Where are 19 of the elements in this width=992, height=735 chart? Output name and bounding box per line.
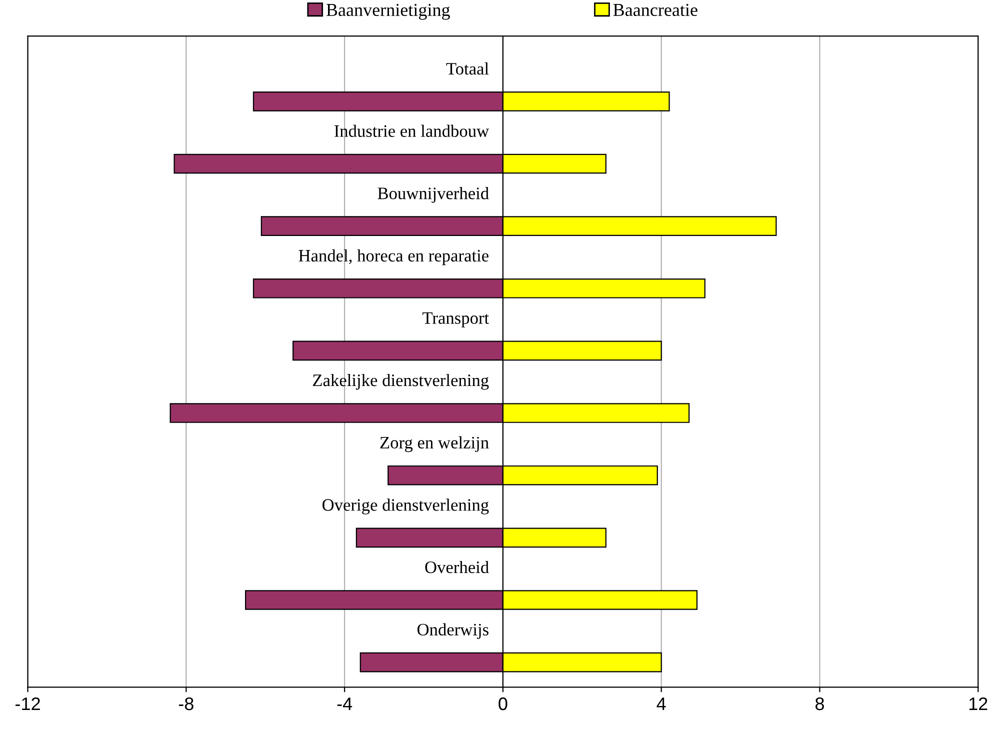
y-tick-label: Transport — [422, 312, 489, 328]
y-tick-label: Overheid — [425, 560, 489, 574]
x-tick-label: -4 — [337, 698, 352, 710]
y-tick-label: Industrie en landbouw — [334, 124, 490, 137]
y-tick-label: Onderwijs — [417, 623, 488, 640]
legend-label: Baancreatie — [613, 4, 698, 16]
legend-label: Baanvernietiging — [326, 4, 450, 20]
x-tick-label: 0 — [498, 697, 508, 710]
x-tick-label: 8 — [815, 697, 824, 710]
x-tick-label: -12 — [16, 697, 40, 710]
y-tick-label: Handel, horeca en reparatie — [298, 249, 488, 266]
x-tick-label: 4 — [656, 698, 666, 710]
x-tick-label: -8 — [178, 697, 194, 710]
y-tick-label: Zakelijke dienstverlening — [312, 374, 489, 390]
y-tick-label: Totaal — [446, 62, 489, 75]
y-tick-label: Zorg en welzijn — [380, 436, 489, 452]
y-tick-label: Bouwnijverheid — [378, 187, 489, 203]
y-tick-label: Overige dienstverlening — [322, 498, 489, 514]
x-tick-label: 12 — [969, 697, 988, 710]
